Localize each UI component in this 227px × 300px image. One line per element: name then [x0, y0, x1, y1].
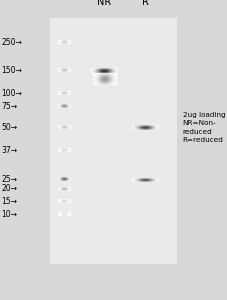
Text: 250→: 250→	[1, 38, 22, 47]
Text: 37→: 37→	[1, 146, 17, 155]
Text: 150→: 150→	[1, 66, 22, 75]
Text: 2ug loading
NR=Non-
reduced
R=reduced: 2ug loading NR=Non- reduced R=reduced	[183, 112, 225, 143]
Text: 20→: 20→	[1, 184, 17, 194]
Text: 15→: 15→	[1, 197, 17, 206]
Text: 25→: 25→	[1, 175, 17, 184]
Text: 50→: 50→	[1, 123, 17, 132]
Text: NR: NR	[97, 0, 111, 7]
Text: 10→: 10→	[1, 210, 17, 219]
Bar	[50, 18, 177, 264]
Text: 75→: 75→	[1, 102, 17, 111]
Text: R: R	[142, 0, 149, 7]
Text: 100→: 100→	[1, 88, 22, 98]
